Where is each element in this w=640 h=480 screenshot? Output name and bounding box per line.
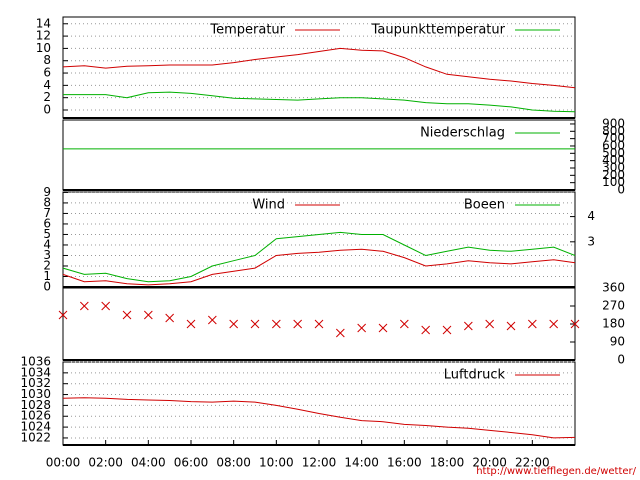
scatter-point (271, 319, 281, 329)
x-tick-label: 18:00 (430, 456, 465, 470)
series-line (62, 231, 576, 283)
y-tick-label: 1024 (20, 420, 51, 434)
x-tick-label: 08:00 (216, 456, 251, 470)
y-tick-label: 1028 (20, 398, 51, 412)
x-tick-label: 02:00 (88, 456, 123, 470)
scatter-point (165, 313, 175, 323)
series-line (62, 248, 576, 286)
x-tick-label: 04:00 (131, 456, 166, 470)
y-tick-label: 10 (36, 41, 51, 55)
x-tick-label: 12:00 (302, 456, 337, 470)
y-tick-label: 400 (602, 153, 625, 167)
y-tick-label: 2 (43, 258, 51, 272)
y-tick-label: 1026 (20, 409, 51, 423)
legend-label: Luftdruck (444, 368, 506, 383)
scatter-point (101, 301, 111, 311)
y-tick-label: 0 (617, 353, 625, 367)
scatter-point (186, 319, 196, 329)
y-tick-label: 4 (43, 78, 51, 92)
legend-label: Taupunkttemperatur (371, 23, 506, 38)
scatter-point (421, 325, 431, 335)
y-tick-label: 200 (602, 168, 625, 182)
x-tick-label: 10:00 (259, 456, 294, 470)
y-tick-label: 700 (602, 131, 625, 145)
scatter-point (463, 321, 473, 331)
y-tick-label: 8 (43, 53, 51, 67)
x-tick-label: 20:00 (472, 456, 507, 470)
scatter-point (250, 319, 260, 329)
scatter-point (485, 319, 495, 329)
scatter-point (58, 310, 68, 320)
x-tick-label: 16:00 (387, 456, 422, 470)
x-tick-label: 14:00 (344, 456, 379, 470)
y-tick-label: 180 (602, 317, 625, 331)
y-tick-label: 800 (602, 124, 625, 138)
series-line (62, 397, 576, 439)
legend-label: Niederschlag (420, 126, 505, 141)
scatter-point (229, 319, 239, 329)
y-tick-label: 360 (602, 281, 625, 295)
scatter-point (399, 319, 409, 329)
scatter-point (549, 319, 559, 329)
scatter-point (79, 301, 89, 311)
y-tick-label: 500 (602, 146, 625, 160)
y-tick-label: 5 (43, 227, 51, 241)
scatter-point (143, 310, 153, 320)
x-tick-label: 00:00 (46, 456, 81, 470)
x-tick-label: 06:00 (174, 456, 209, 470)
y2-tick-label: 4 (587, 209, 595, 223)
legend-label: Temperatur (209, 23, 285, 38)
y-tick-label: 900 (602, 116, 625, 130)
scatter-point (378, 323, 388, 333)
y-tick-label: 100 (602, 175, 625, 189)
legend-label: Boeen (464, 198, 505, 213)
footer-link: http://www.tiefflegen.de/wetter/ (476, 466, 636, 477)
scatter-point (506, 321, 516, 331)
series-line (63, 91, 576, 113)
scatter-point (442, 325, 452, 335)
y-tick-label: 14 (36, 16, 51, 30)
scatter-point (357, 323, 367, 333)
y-tick-label: 9 (43, 185, 51, 199)
y-tick-label: 1036 (20, 355, 51, 369)
y-tick-label: 0 (43, 102, 51, 116)
y-tick-label: 1 (43, 269, 51, 283)
y-tick-label: 1032 (20, 376, 51, 390)
y-tick-label: 1034 (20, 365, 51, 379)
y-tick-label: 7 (43, 206, 51, 220)
scatter-point (293, 319, 303, 329)
y-tick-label: 1022 (20, 430, 51, 444)
x-tick-label: 22:00 (515, 456, 550, 470)
y2-tick-label: 3 (587, 234, 595, 248)
legend-label: Wind (252, 198, 285, 213)
y-tick-label: 6 (43, 216, 51, 230)
y-tick-label: 90 (610, 335, 625, 349)
y-tick-label: 0 (617, 183, 625, 197)
y-tick-label: 300 (602, 160, 625, 174)
scatter-point (207, 315, 217, 325)
scatter-point (122, 310, 132, 320)
scatter-point (335, 328, 345, 338)
y-tick-label: 600 (602, 138, 625, 152)
y-tick-label: 8 (43, 195, 51, 209)
y-tick-label: 2 (43, 90, 51, 104)
y-tick-label: 270 (602, 299, 625, 313)
series-line (62, 47, 576, 89)
y-tick-label: 12 (36, 29, 51, 43)
y-tick-label: 4 (43, 237, 51, 251)
scatter-point (527, 319, 537, 329)
y-tick-label: 0 (43, 280, 51, 294)
y-tick-label: 6 (43, 66, 51, 80)
y-tick-label: 3 (43, 248, 51, 262)
scatter-point (314, 319, 324, 329)
y-tick-label: 1030 (20, 387, 51, 401)
scatter-point (570, 319, 580, 329)
